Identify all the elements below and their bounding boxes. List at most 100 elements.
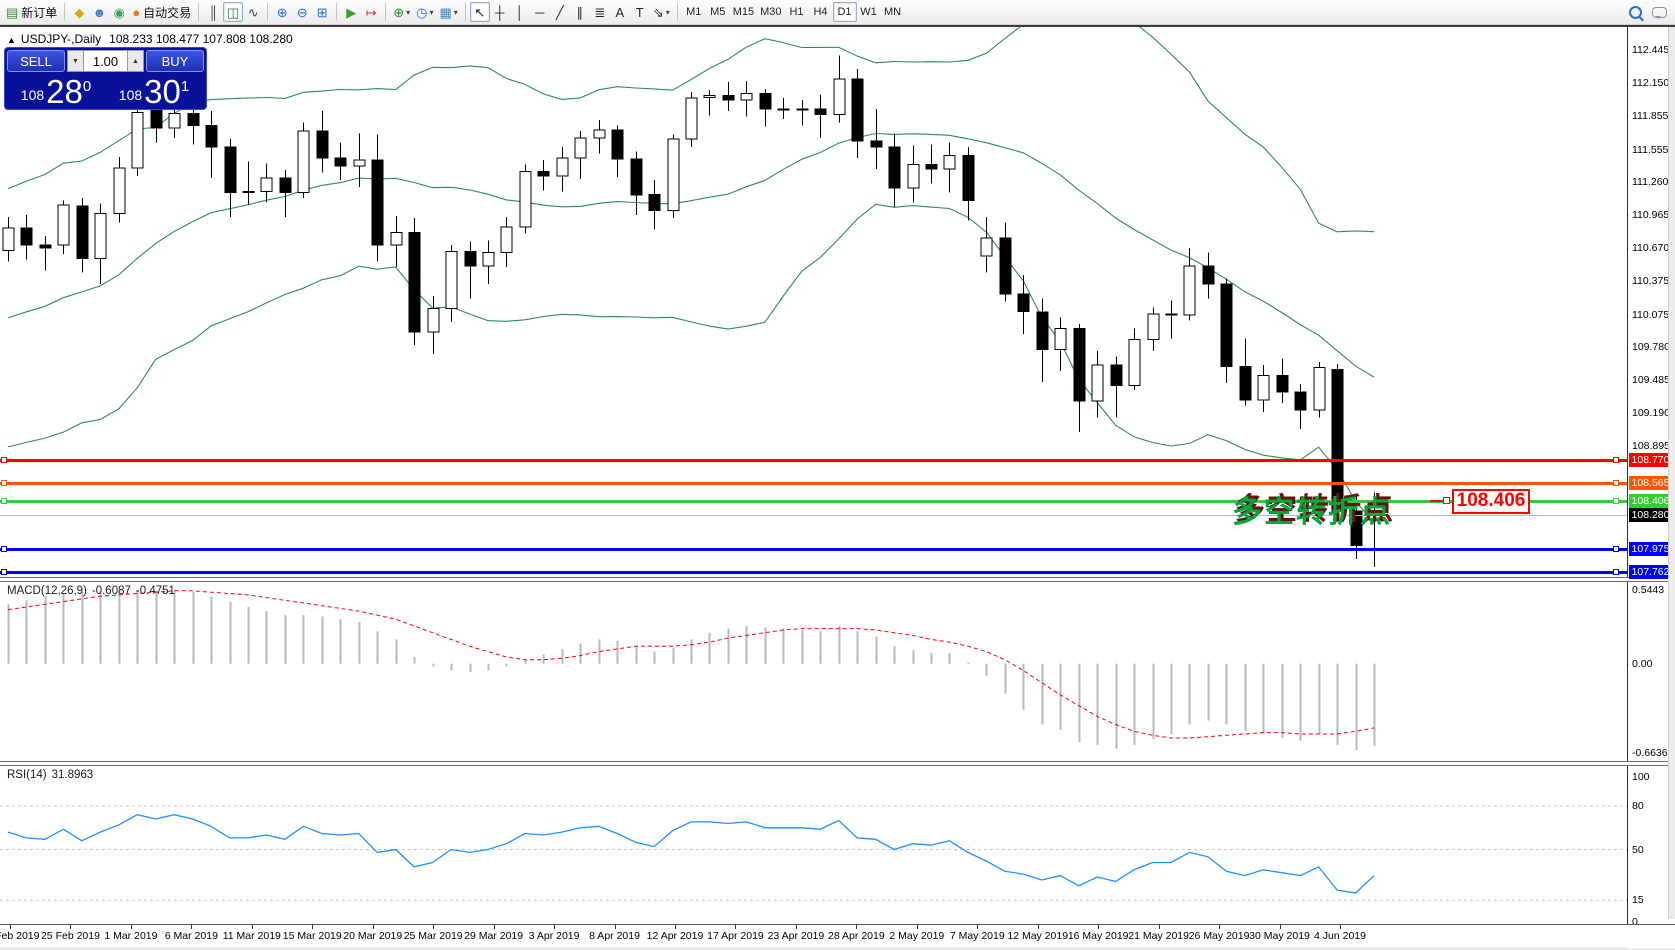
horizontal-line-108.770[interactable] (0, 458, 1627, 462)
date-label: 11 Mar 2019 (222, 930, 281, 942)
window-scrollbar[interactable] (1668, 27, 1675, 919)
candle-body (667, 138, 680, 211)
auto-scroll-button[interactable]: ▶ (341, 2, 361, 22)
hline-handle[interactable] (1, 545, 7, 552)
main-chart-canvas[interactable] (0, 27, 1627, 577)
candlestick-chart-button[interactable]: ◫ (223, 2, 244, 22)
callout-connector (1430, 499, 1446, 502)
hline-handle[interactable] (1613, 545, 1619, 552)
rsi-tick-label: 15 (1632, 894, 1644, 907)
auto-trading-button[interactable]: ● 自动交易 (129, 2, 194, 22)
chat-icon[interactable] (1652, 6, 1667, 19)
toolbar-separator (267, 3, 269, 21)
trendline-button[interactable]: ╱ (550, 2, 570, 22)
buy-button[interactable]: BUY (146, 50, 204, 72)
sell-button[interactable]: SELL (7, 50, 65, 72)
equidistant-channel-icon: ∥ (576, 4, 584, 20)
date-label: 28 Apr 2019 (828, 930, 885, 942)
callout-anchor[interactable] (1443, 496, 1450, 504)
rsi-panel-separator[interactable] (0, 761, 1675, 766)
price-line-label: 108.565 (1629, 475, 1672, 490)
timeframe-mn-button[interactable]: MN (881, 2, 905, 22)
cursor-button[interactable]: ↖ (469, 2, 490, 22)
one-click-trading-panel: SELL ▼ 1.00 ▲ BUY 108 28 0 108 30 1 (4, 47, 207, 110)
tile-windows-button[interactable]: ⊞ (312, 2, 332, 22)
horizontal-line-icon: ─ (535, 4, 545, 20)
new-order-button[interactable]: ▤ 新订单 (3, 2, 60, 22)
arrows-button[interactable]: ⇘ ▾ (650, 2, 673, 22)
hline-handle[interactable] (1613, 497, 1619, 504)
hline-handle[interactable] (1, 479, 7, 486)
horizontal-line-108.565[interactable] (0, 481, 1627, 485)
crosshair-button[interactable]: ┼ (490, 2, 510, 22)
market-history-icon[interactable]: ◆ (69, 2, 89, 22)
line-chart-button[interactable]: ∿ (243, 2, 263, 22)
date-tick (130, 925, 132, 929)
candle-body (445, 251, 458, 309)
candle-body (648, 194, 661, 211)
annotation-text[interactable]: 多空转折点 (1232, 495, 1392, 529)
macd-panel-separator[interactable] (0, 577, 1675, 582)
sell-price[interactable]: 108 28 0 (7, 73, 105, 107)
candle-body (113, 167, 126, 215)
price-callout-box[interactable]: 108.406 (1452, 488, 1530, 514)
indicators-button[interactable]: ⊕ ▾ (390, 2, 413, 22)
timeframe-m5-button[interactable]: M5 (706, 2, 730, 22)
equidistant-channel-button[interactable]: ∥ (570, 2, 590, 22)
bar-chart-button[interactable]: ║ (203, 2, 223, 22)
date-label: 12 May 2019 (1007, 930, 1069, 942)
candlestick-chart-icon: ◫ (227, 4, 240, 20)
zoom-in-button[interactable]: ⊕ (272, 2, 292, 22)
periods-button[interactable]: ◷ ▾ (413, 2, 436, 22)
fibonacci-button[interactable]: ≣ (590, 2, 610, 22)
text-button[interactable]: A (610, 2, 630, 22)
timeframe-h4-button[interactable]: H4 (809, 2, 833, 22)
chart-shift-button[interactable]: ↦ (361, 2, 381, 22)
templates-button[interactable]: ▦ ▾ (436, 2, 460, 22)
text-label-button[interactable]: T (630, 2, 650, 22)
buy-price[interactable]: 108 30 1 (105, 73, 203, 107)
vertical-line-button[interactable]: │ (510, 2, 530, 22)
candle-body (39, 244, 52, 249)
profile-icon[interactable]: ☻ (89, 2, 109, 22)
trendline-icon: ╱ (555, 4, 564, 20)
volume-up-button[interactable]: ▲ (127, 50, 144, 72)
candle-body (1202, 265, 1215, 285)
timeframe-h1-button[interactable]: H1 (785, 2, 809, 22)
hline-handle[interactable] (1, 569, 7, 576)
candle-body (703, 95, 716, 99)
horizontal-line-108.406[interactable] (0, 499, 1627, 503)
hline-handle[interactable] (1613, 569, 1619, 576)
timeframe-d1-button[interactable]: D1 (832, 2, 857, 22)
rsi-panel-canvas[interactable] (0, 764, 1627, 924)
timeframe-m30-button[interactable]: M30 (757, 2, 784, 22)
toolbar-separator (198, 3, 200, 21)
hline-handle[interactable] (1, 497, 7, 504)
templates-icon: ▦ (439, 4, 452, 20)
candle-body (1073, 328, 1086, 402)
volume-down-button[interactable]: ▼ (67, 50, 84, 72)
buy-price-handle: 108 (118, 87, 143, 103)
date-tick (10, 925, 11, 929)
horizontal-line-button[interactable]: ─ (530, 2, 550, 22)
timeframe-m1-button[interactable]: M1 (682, 2, 706, 22)
horizontal-line-107.762[interactable] (0, 571, 1627, 575)
timeframe-w1-button[interactable]: W1 (857, 2, 881, 22)
search-icon[interactable] (1629, 5, 1642, 19)
horizontal-line-107.975[interactable] (0, 547, 1627, 551)
dropdown-caret-icon[interactable]: ▾ (429, 7, 434, 17)
candle-body (814, 108, 827, 116)
hline-handle[interactable] (1613, 456, 1619, 463)
timeframe-m15-button[interactable]: M15 (730, 2, 757, 22)
dropdown-caret-icon[interactable]: ▾ (453, 7, 458, 17)
collapse-icon[interactable]: ▲ (7, 35, 16, 45)
dropdown-caret-icon[interactable]: ▾ (665, 7, 670, 17)
signals-icon[interactable]: ◉ (109, 2, 129, 22)
macd-panel-canvas[interactable] (0, 580, 1627, 761)
hline-handle[interactable] (1, 456, 7, 463)
hline-handle[interactable] (1613, 479, 1619, 486)
dropdown-caret-icon[interactable]: ▾ (406, 7, 411, 17)
zoom-out-button[interactable]: ⊖ (292, 2, 312, 22)
volume-input[interactable]: 1.00 (84, 50, 127, 72)
